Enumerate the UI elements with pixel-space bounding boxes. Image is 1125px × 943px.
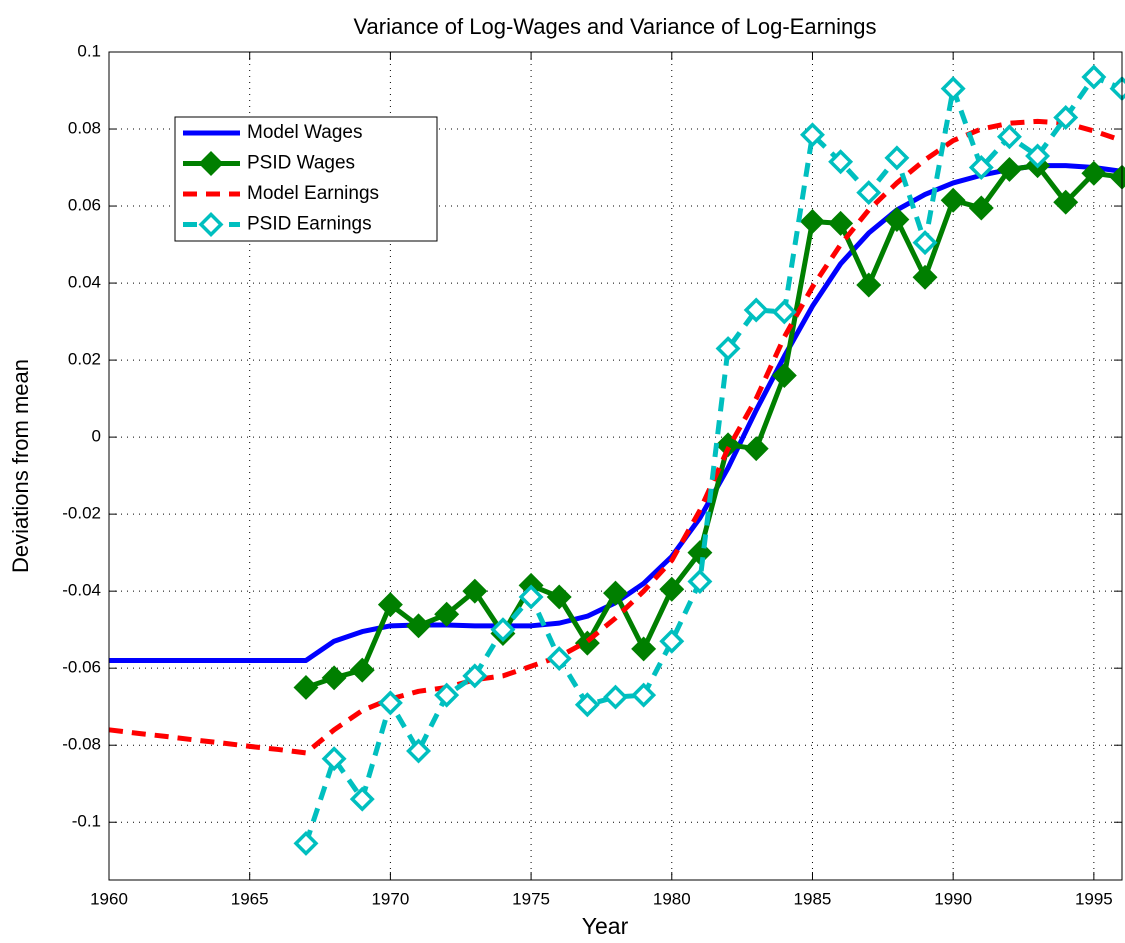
data-point bbox=[771, 363, 797, 388]
plot bbox=[108, 64, 1125, 856]
y-tick-label: 0.06 bbox=[68, 196, 101, 215]
data-point bbox=[321, 746, 347, 772]
data-point bbox=[940, 76, 966, 102]
legend-label: PSID Earnings bbox=[247, 214, 372, 235]
data-point bbox=[743, 436, 769, 462]
data-point bbox=[828, 149, 854, 175]
data-point bbox=[884, 145, 910, 171]
data-point bbox=[1053, 189, 1079, 215]
data-point bbox=[659, 628, 685, 654]
data-point bbox=[799, 208, 825, 234]
data-point bbox=[715, 432, 741, 458]
data-point bbox=[968, 195, 994, 221]
series-line bbox=[108, 118, 1123, 756]
data-point bbox=[434, 682, 460, 708]
axes-frame bbox=[108, 51, 1123, 881]
y-tick-label: -0.1 bbox=[72, 812, 101, 831]
x-tick-label: 1965 bbox=[231, 889, 269, 908]
series-line bbox=[303, 74, 1123, 845]
x-axis-label: Year bbox=[582, 913, 629, 939]
y-axis-label: Deviations from mean bbox=[8, 359, 33, 573]
data-point bbox=[293, 830, 319, 856]
legend-label: Model Wages bbox=[247, 122, 362, 143]
data-point bbox=[603, 684, 628, 710]
data-point bbox=[856, 180, 882, 206]
legend-label: Model Earnings bbox=[247, 183, 379, 204]
y-tick-label: 0 bbox=[92, 427, 101, 446]
data-point bbox=[293, 674, 319, 700]
data-point bbox=[377, 592, 403, 618]
data-point bbox=[406, 738, 432, 764]
y-tick-label: -0.06 bbox=[62, 658, 101, 677]
x-tick-label: 1960 bbox=[90, 889, 128, 908]
data-point bbox=[771, 299, 797, 325]
x-tick-label: 1985 bbox=[794, 889, 832, 908]
data-point bbox=[321, 665, 347, 691]
legend: Model Wages PSID Wages Model Earnings PSID … bbox=[174, 116, 438, 242]
data-point bbox=[377, 690, 403, 716]
legend-marker bbox=[198, 212, 224, 237]
data-point bbox=[1081, 160, 1107, 186]
data-point bbox=[349, 657, 375, 683]
data-point bbox=[687, 569, 713, 595]
data-point bbox=[659, 576, 685, 602]
x-tick-label: 1980 bbox=[653, 889, 691, 908]
legend-label: PSID Wages bbox=[247, 153, 355, 174]
y-tick-label: 0.08 bbox=[68, 119, 101, 138]
y-tick-label: -0.02 bbox=[62, 504, 101, 523]
data-point bbox=[490, 617, 516, 643]
data-point bbox=[462, 663, 488, 689]
y-tick-label: -0.04 bbox=[62, 581, 101, 600]
data-point bbox=[912, 264, 938, 290]
data-point bbox=[574, 692, 600, 718]
data-point bbox=[912, 230, 938, 256]
data-point bbox=[1081, 64, 1107, 90]
chart-title: Variance of Log-Wages and Variance of Lo… bbox=[353, 14, 876, 39]
data-point bbox=[856, 272, 882, 298]
data-point bbox=[996, 124, 1022, 150]
data-point bbox=[631, 682, 657, 708]
data-point bbox=[940, 187, 966, 213]
data-point bbox=[434, 601, 460, 627]
data-point bbox=[1025, 143, 1051, 169]
y-tick-label: -0.08 bbox=[62, 735, 101, 754]
y-tick-label: 0.1 bbox=[77, 41, 101, 60]
data-point bbox=[631, 636, 657, 662]
data-point bbox=[518, 584, 544, 610]
data-point bbox=[968, 155, 994, 181]
data-point bbox=[546, 646, 572, 672]
data-point bbox=[743, 297, 769, 323]
data-point bbox=[996, 156, 1022, 182]
x-tick-label: 1975 bbox=[512, 889, 550, 908]
x-tick-label: 1970 bbox=[371, 889, 409, 908]
x-tick-label: 1990 bbox=[934, 889, 972, 908]
data-point bbox=[884, 207, 910, 233]
data-point bbox=[1053, 104, 1079, 130]
legend-marker bbox=[198, 151, 224, 176]
y-tick-label: 0.02 bbox=[68, 350, 101, 369]
x-tick-label: 1995 bbox=[1075, 889, 1113, 908]
data-point bbox=[406, 613, 432, 639]
data-point bbox=[462, 578, 488, 604]
data-point bbox=[603, 580, 628, 606]
data-point bbox=[715, 336, 741, 362]
data-point bbox=[799, 122, 825, 148]
data-point bbox=[828, 210, 854, 236]
data-point bbox=[546, 584, 572, 610]
data-point bbox=[349, 786, 375, 812]
y-tick-label: 0.04 bbox=[68, 273, 101, 292]
